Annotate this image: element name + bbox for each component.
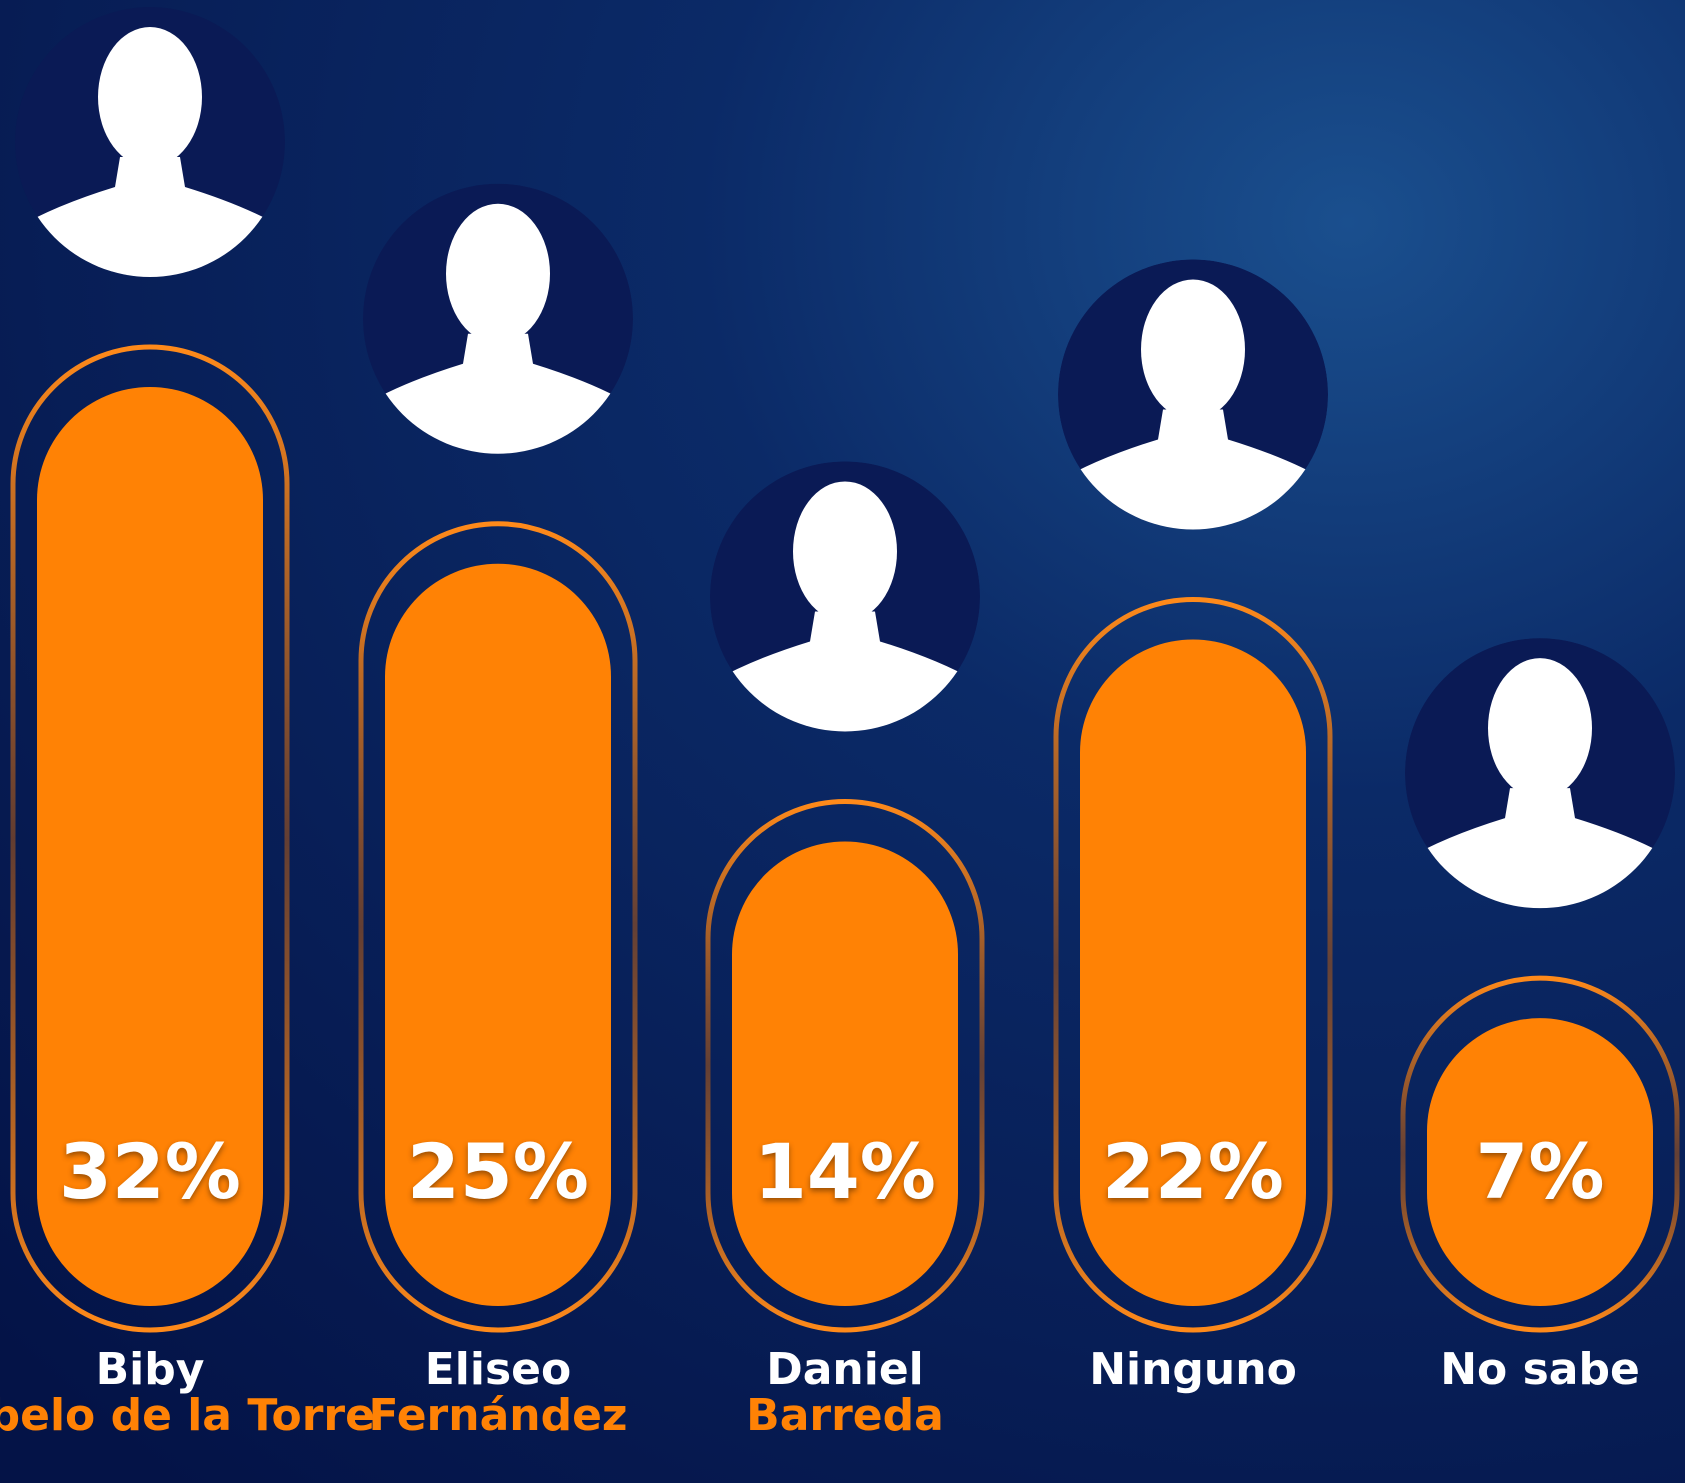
avatar: [363, 183, 633, 454]
value-label: 22%: [1102, 1127, 1284, 1216]
avatar-head: [446, 203, 550, 344]
avatar-head: [1141, 279, 1245, 420]
avatar: [1058, 259, 1328, 530]
category-label: Daniel: [766, 1344, 924, 1395]
avatar-shoulders: [1405, 788, 1675, 909]
avatar: [15, 7, 285, 277]
category-label: Biby: [96, 1344, 205, 1395]
avatar-shoulders: [15, 157, 285, 277]
avatar-head: [1488, 658, 1592, 799]
avatar: [710, 461, 980, 732]
value-label: 7%: [1475, 1127, 1604, 1216]
plot: 32% BibyRabelo de la Torre 25% EliseoFernán…: [0, 7, 1680, 1441]
avatar-head: [793, 481, 897, 622]
bar: [1427, 1018, 1653, 1306]
bar: [732, 841, 958, 1306]
category-label: Barreda: [746, 1390, 944, 1441]
category-label: Eliseo: [425, 1344, 571, 1395]
category-label: Ninguno: [1089, 1344, 1297, 1395]
value-label: 32%: [59, 1127, 241, 1216]
value-label: 14%: [754, 1127, 936, 1216]
bar-outline: [10, 344, 290, 1333]
category-label: Rabelo de la Torre: [0, 1390, 375, 1441]
avatar-shoulders: [363, 333, 633, 454]
avatar-shoulders: [710, 611, 980, 732]
bar-outline: [1400, 975, 1680, 1333]
bar: [385, 563, 611, 1306]
bar: [1080, 639, 1306, 1306]
avatar: [1405, 638, 1675, 909]
category-label: Fernández: [368, 1390, 627, 1441]
bar-outline: [358, 521, 638, 1333]
avatar-shoulders: [1058, 409, 1328, 530]
avatar-head: [98, 27, 202, 167]
bar-outline: [705, 798, 985, 1333]
value-label: 25%: [407, 1127, 589, 1216]
category-label: No sabe: [1440, 1344, 1640, 1395]
bar: [37, 387, 263, 1306]
bar-outline: [1053, 596, 1333, 1333]
